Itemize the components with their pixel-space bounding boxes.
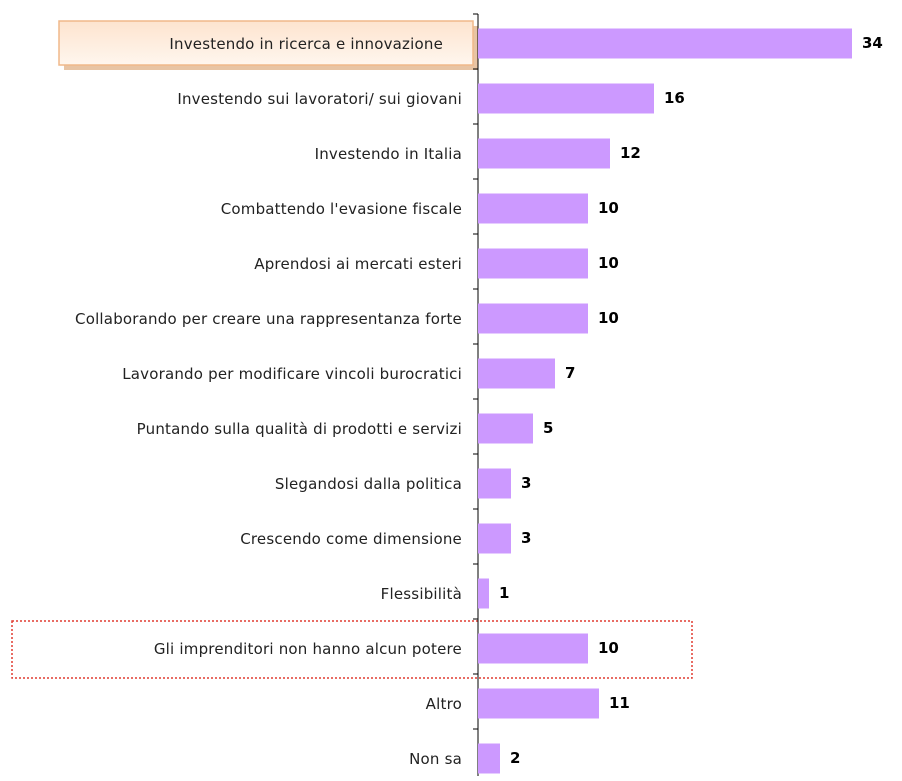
bar bbox=[478, 578, 489, 609]
value-label: 7 bbox=[565, 364, 575, 382]
bar bbox=[478, 413, 533, 444]
bar bbox=[478, 743, 500, 774]
category-label: Altro bbox=[425, 694, 462, 713]
value-label: 16 bbox=[664, 89, 685, 107]
highlight-dotted-box bbox=[11, 620, 693, 679]
category-label: Gli imprenditori non hanno alcun potere bbox=[153, 639, 462, 658]
bar bbox=[478, 28, 852, 59]
value-label: 3 bbox=[521, 474, 531, 492]
bar bbox=[478, 633, 588, 664]
value-label: 5 bbox=[543, 419, 553, 437]
category-label: Puntando sulla qualità di prodotti e ser… bbox=[136, 419, 462, 438]
bar bbox=[478, 468, 511, 499]
bar bbox=[478, 688, 599, 719]
bar bbox=[478, 248, 588, 279]
category-label: Aprendosi ai mercati esteri bbox=[254, 254, 462, 273]
value-label: 10 bbox=[598, 639, 619, 657]
value-label: 2 bbox=[510, 749, 520, 767]
category-label: Combattendo l'evasione fiscale bbox=[220, 199, 462, 218]
highlight-box bbox=[58, 20, 474, 66]
category-label: Collaborando per creare una rappresentan… bbox=[75, 309, 462, 328]
value-label: 34 bbox=[862, 34, 883, 52]
category-label: Flessibilità bbox=[380, 584, 462, 603]
value-label: 10 bbox=[598, 199, 619, 217]
category-label: Investendo in Italia bbox=[314, 144, 462, 163]
bar bbox=[478, 193, 588, 224]
value-label: 11 bbox=[609, 694, 630, 712]
value-label: 10 bbox=[598, 254, 619, 272]
value-label: 10 bbox=[598, 309, 619, 327]
bar bbox=[478, 138, 610, 169]
value-label: 3 bbox=[521, 529, 531, 547]
category-label: Investendo sui lavoratori/ sui giovani bbox=[177, 89, 462, 108]
bar bbox=[478, 303, 588, 334]
category-label: Lavorando per modificare vincoli burocra… bbox=[122, 364, 462, 383]
bar bbox=[478, 83, 654, 114]
category-label: Investendo in ricerca e innovazione bbox=[169, 34, 443, 53]
value-label: 1 bbox=[499, 584, 509, 602]
category-label: Crescendo come dimensione bbox=[240, 529, 462, 548]
bar bbox=[478, 358, 555, 389]
bar bbox=[478, 523, 511, 554]
category-label: Slegandosi dalla politica bbox=[274, 474, 462, 493]
category-label: Non sa bbox=[409, 749, 462, 768]
value-label: 12 bbox=[620, 144, 641, 162]
